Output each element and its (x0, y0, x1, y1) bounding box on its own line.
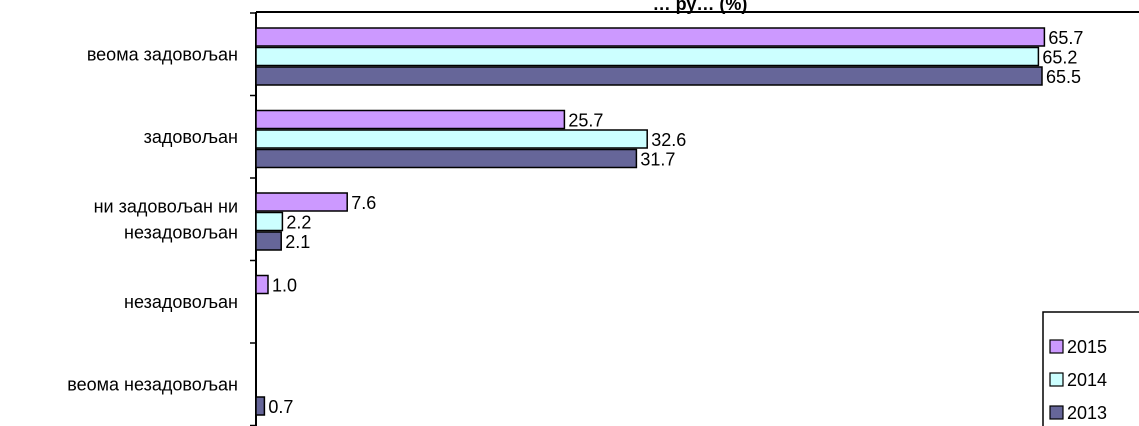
bar-2015 (255, 192, 348, 212)
bar-2014 (255, 46, 1040, 67)
legend-swatch-2014 (1049, 372, 1064, 387)
category-label: ни задовољан ни (94, 196, 238, 216)
category-label: веома задовољан (87, 44, 238, 64)
value-label: 32.6 (651, 130, 686, 150)
bar-2015 (255, 27, 1046, 47)
legend-swatch-2015 (1049, 339, 1064, 354)
bar-2013 (255, 66, 1043, 86)
value-label: 2.2 (286, 213, 311, 233)
value-label: 31.7 (640, 150, 675, 170)
bar-2013 (255, 396, 266, 416)
value-label: 65.2 (1042, 48, 1077, 68)
legend: 2015 2014 2013 (1042, 311, 1139, 426)
bar-2015 (255, 274, 269, 295)
value-labels: 65.7 25.7 7.6 1.0 65.2 32.6 2.2 65.5 31.7 2.1 0.7 (268, 28, 1083, 417)
value-label: 1.0 (272, 276, 297, 296)
legend-swatch-2013 (1049, 405, 1064, 420)
category-label: задовољан (144, 127, 238, 147)
value-label: 7.6 (351, 193, 376, 213)
category-label: веома незадовољан (67, 374, 238, 394)
value-label: 0.7 (268, 397, 293, 417)
bar-2014 (255, 129, 648, 149)
value-label: 65.5 (1046, 67, 1081, 87)
bar-2015 (255, 109, 566, 130)
category-label: незадовољан (124, 222, 238, 242)
value-label: 25.7 (568, 111, 603, 131)
legend-label: 2015 (1067, 337, 1107, 357)
value-label: 2.1 (285, 232, 310, 252)
bar-2013 (255, 231, 282, 251)
category-labels: веома задовољан задовољан ни задовољан ни н… (67, 44, 238, 394)
bar-2014 (255, 211, 284, 232)
legend-label: 2013 (1067, 403, 1107, 423)
bars (255, 27, 1046, 416)
category-label: незадовољан (124, 292, 238, 312)
value-label: 65.7 (1048, 28, 1083, 48)
legend-label: 2014 (1067, 370, 1107, 390)
legend-box (1042, 311, 1139, 426)
chart-title: … ру… (%) (653, 0, 748, 14)
bar-2013 (255, 148, 638, 169)
